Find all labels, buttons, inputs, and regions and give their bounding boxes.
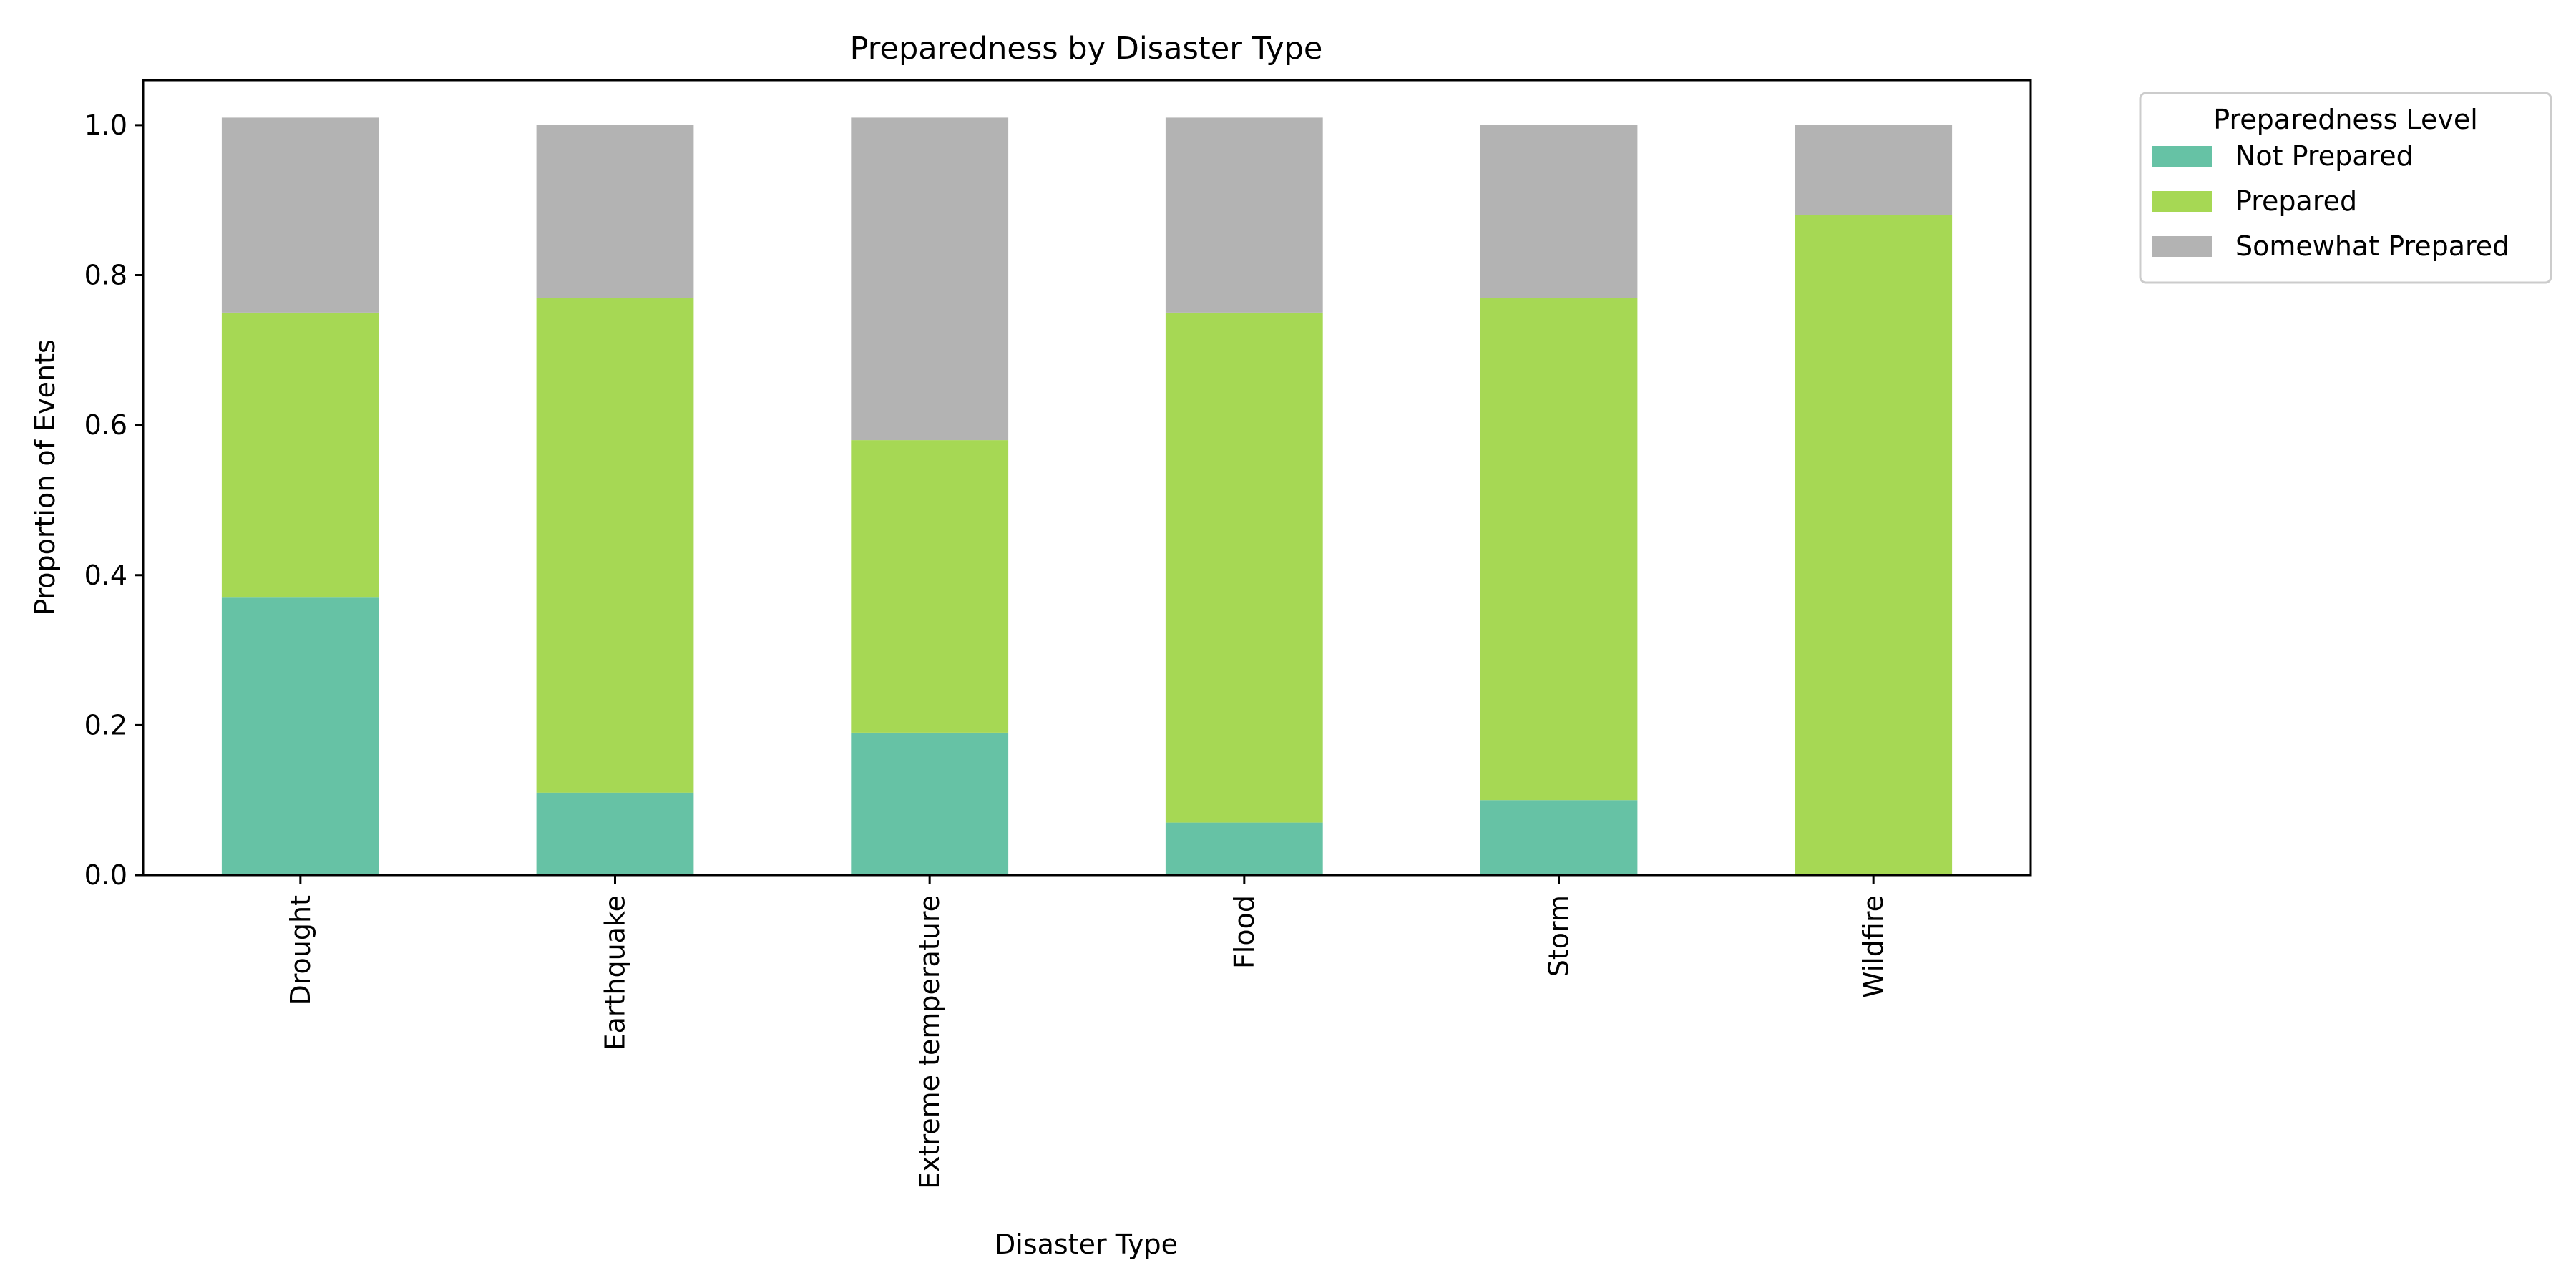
- bar-segment-2-0: [851, 732, 1009, 875]
- legend-frame: [2139, 92, 2552, 284]
- legend-label-0: Not Prepared: [2235, 140, 2414, 172]
- legend-swatch-0: [2152, 146, 2212, 167]
- x-tick-label-2: Extreme temperature: [914, 895, 945, 1189]
- y-tick-label-5: 1.0: [84, 109, 127, 141]
- bar-segment-0-2: [221, 117, 379, 313]
- legend-items: Not Prepared Prepared Somewhat Prepared: [2152, 140, 2509, 262]
- bars-group: [221, 117, 1953, 875]
- x-axis: Drought Earthquake Extreme temperature Floo…: [285, 875, 1889, 1189]
- x-tick-label-3: Flood: [1229, 895, 1260, 969]
- bar-segment-3-2: [1165, 117, 1323, 313]
- legend-label-1: Prepared: [2235, 185, 2357, 217]
- bar-segment-1-2: [536, 125, 694, 298]
- plot-frame: [142, 79, 2032, 877]
- bar-segment-4-1: [1480, 298, 1638, 801]
- legend-swatch-1: [2152, 191, 2212, 212]
- y-tick-label-0: 0.0: [84, 859, 127, 891]
- y-axis-label: Proportion of Events: [29, 339, 61, 615]
- bar-segment-4-0: [1480, 800, 1638, 875]
- bar-segment-5-1: [1795, 215, 1953, 875]
- x-axis-label: Disaster Type: [995, 1229, 1178, 1260]
- y-tick-label-4: 0.8: [84, 260, 127, 291]
- bar-segment-1-0: [536, 792, 694, 875]
- x-tick-label-4: Storm: [1543, 895, 1575, 977]
- bar-segment-3-0: [1165, 822, 1323, 875]
- x-tick-label-1: Earthquake: [600, 895, 631, 1050]
- bar-segment-2-2: [851, 117, 1009, 441]
- legend-title: Preparedness Level: [2213, 104, 2478, 135]
- legend: Preparedness Level Not Prepared Prepared S…: [2139, 92, 2552, 284]
- y-tick-label-3: 0.6: [84, 409, 127, 441]
- bar-segment-2-1: [851, 440, 1009, 733]
- legend-label-2: Somewhat Prepared: [2235, 230, 2509, 262]
- bar-segment-3-1: [1165, 312, 1323, 823]
- legend-swatch-2: [2152, 236, 2212, 257]
- bar-segment-5-2: [1795, 125, 1953, 215]
- x-tick-label-5: Wildfire: [1858, 895, 1889, 998]
- bar-segment-1-1: [536, 298, 694, 793]
- y-axis: 0.0 0.2 0.4 0.6 0.8 1.0: [84, 109, 143, 891]
- chart-title: Preparedness by Disaster Type: [850, 31, 1323, 67]
- y-tick-label-1: 0.2: [84, 709, 127, 741]
- bar-segment-4-2: [1480, 125, 1638, 298]
- x-tick-label-0: Drought: [285, 895, 316, 1006]
- bar-segment-0-1: [221, 312, 379, 598]
- y-tick-label-2: 0.4: [84, 560, 127, 591]
- bar-segment-0-0: [221, 597, 379, 875]
